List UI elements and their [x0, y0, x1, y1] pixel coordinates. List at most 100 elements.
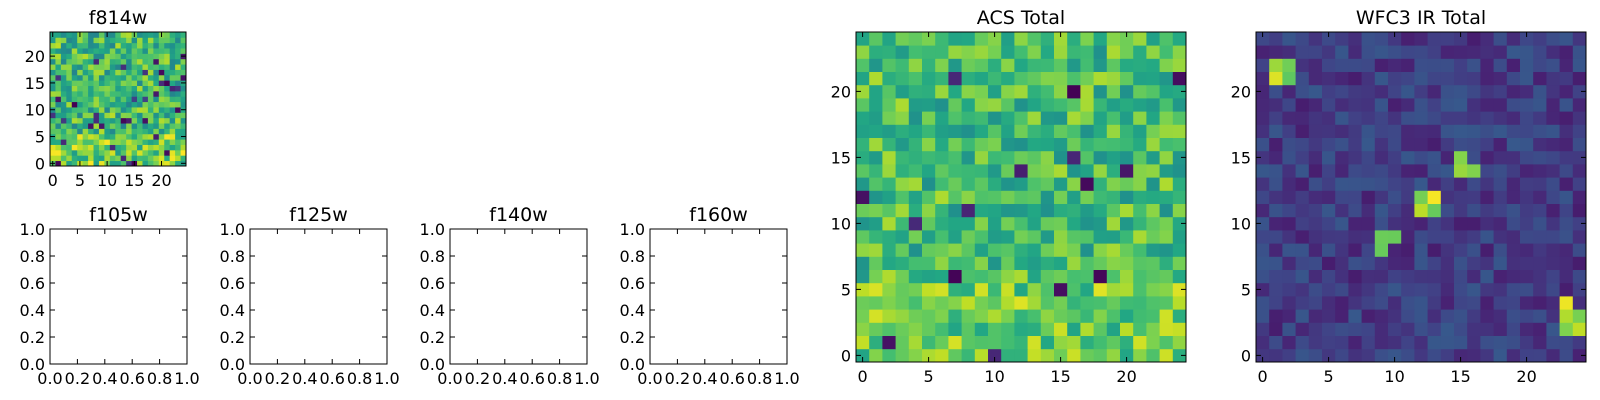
heatmap-cell: [1401, 84, 1415, 99]
heatmap-cell: [66, 112, 73, 119]
heatmap-cell: [175, 37, 181, 44]
heatmap-cell: [1282, 203, 1296, 218]
heatmap-cell: [109, 101, 116, 108]
heatmap-cell: [1106, 71, 1121, 86]
heatmap-cell: [988, 348, 1002, 363]
heatmap-cell: [1546, 296, 1560, 310]
heatmap-cell: [1374, 111, 1389, 125]
heatmap-cell: [935, 58, 949, 72]
heatmap-cell: [1388, 111, 1402, 125]
heatmap-cell: [1414, 71, 1428, 86]
heatmap-cell: [869, 164, 883, 178]
heatmap-cell: [961, 71, 976, 86]
heatmap-cell: [66, 107, 73, 113]
heatmap-cell: [142, 80, 149, 86]
y-tick-label: 0.8: [620, 247, 645, 266]
axes-frame: [49, 228, 188, 365]
heatmap-cell: [974, 150, 989, 165]
heatmap-cell: [60, 48, 67, 54]
heatmap-cell: [974, 216, 989, 231]
heatmap-cell: [1546, 309, 1560, 323]
heatmap-cell: [1106, 282, 1121, 297]
heatmap-cell: [60, 69, 67, 76]
heatmap-cell: [1146, 150, 1160, 165]
heatmap-cell: [82, 117, 89, 124]
heatmap-cell: [1308, 309, 1323, 323]
heatmap-cell: [1480, 243, 1494, 257]
heatmap-cell: [60, 53, 67, 60]
heatmap-cell: [137, 42, 143, 49]
heatmap-cell: [1308, 177, 1323, 191]
x-tick-label: 10: [1384, 367, 1404, 386]
heatmap-cell: [93, 107, 100, 113]
heatmap-cell: [1520, 164, 1534, 178]
heatmap-cell: [1348, 203, 1362, 218]
heatmap-cell: [1308, 243, 1323, 257]
heatmap-cell: [1067, 98, 1081, 112]
heatmap-cell: [922, 190, 936, 204]
panel-title: f105w: [89, 204, 148, 226]
heatmap-cell: [1454, 322, 1468, 336]
heatmap-cell: [169, 101, 176, 108]
heatmap-cell: [169, 139, 176, 145]
heatmap-cell: [1493, 309, 1508, 323]
heatmap-cell: [50, 96, 56, 103]
heatmap-cell: [1520, 177, 1534, 191]
heatmap-cell: [1054, 296, 1068, 310]
heatmap-cell: [1080, 84, 1094, 99]
heatmap-cell: [1120, 256, 1134, 270]
heatmap-cell: [98, 69, 105, 76]
heatmap-cell: [109, 80, 116, 86]
y-tick-label: 10: [1231, 214, 1251, 233]
heatmap-cell: [1133, 98, 1147, 112]
heatmap-cell: [164, 80, 171, 86]
heatmap-cell: [1172, 98, 1187, 112]
heatmap-cell: [1572, 269, 1587, 284]
heatmap-cell: [66, 123, 73, 129]
heatmap-cell: [1440, 137, 1455, 152]
heatmap-cell: [164, 117, 171, 124]
heatmap-cell: [1572, 348, 1587, 363]
heatmap-cell: [164, 64, 171, 70]
heatmap-cell: [131, 101, 138, 108]
heatmap-cell: [98, 139, 105, 145]
heatmap-cell: [1027, 348, 1042, 363]
heatmap-cell: [1106, 58, 1121, 72]
heatmap-cell: [1348, 164, 1362, 178]
heatmap-cell: [961, 203, 976, 218]
heatmap-cell: [1361, 32, 1376, 46]
heatmap-cell: [66, 58, 73, 65]
heatmap-cell: [126, 128, 132, 135]
heatmap-cell: [66, 64, 73, 70]
heatmap-cell: [1427, 98, 1442, 112]
heatmap-cell: [882, 84, 896, 99]
heatmap-cell: [1080, 216, 1094, 231]
heatmap-cell: [856, 216, 870, 231]
heatmap-cell: [1093, 203, 1108, 218]
heatmap-cell: [856, 45, 870, 59]
heatmap-cell: [1388, 150, 1402, 165]
heatmap-cell: [1493, 164, 1508, 178]
heatmap-cell: [1559, 58, 1574, 72]
y-tick-label: 0.2: [420, 328, 445, 347]
heatmap-cell: [115, 101, 122, 108]
heatmap-cell: [1493, 177, 1508, 191]
heatmap-cell: [1256, 335, 1270, 350]
heatmap-cell: [1480, 45, 1494, 59]
heatmap-cell: [55, 160, 62, 167]
heatmap-cell: [1533, 137, 1547, 152]
heatmap-cell: [1295, 296, 1310, 310]
heatmap-cell: [158, 37, 165, 44]
heatmap-cell: [908, 84, 923, 99]
heatmap-cell: [147, 96, 154, 103]
heatmap-cell: [1146, 348, 1160, 363]
heatmap-cell: [1027, 309, 1042, 323]
heatmap-cell: [131, 58, 138, 65]
heatmap-cell: [1546, 216, 1560, 231]
heatmap-cell: [126, 32, 132, 38]
heatmap-cell: [1559, 269, 1574, 284]
heatmap-cell: [180, 96, 187, 103]
heatmap-cell: [1506, 58, 1521, 72]
heatmap-cell: [55, 144, 62, 151]
heatmap-cell: [180, 149, 187, 156]
